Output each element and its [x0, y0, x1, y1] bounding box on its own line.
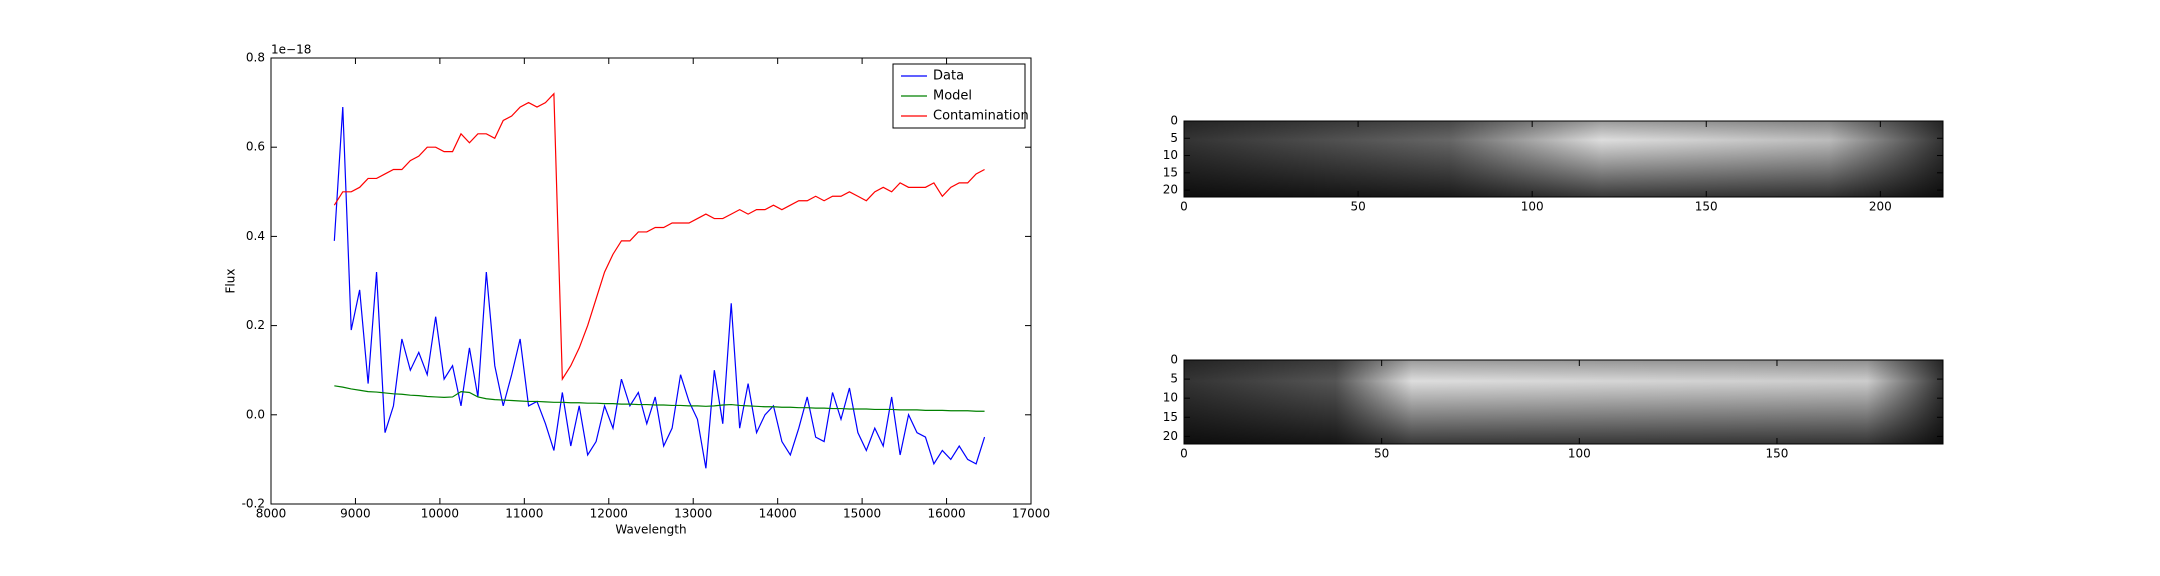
x-tick-label: 9000: [340, 507, 371, 521]
y-tick-label: 5: [1170, 131, 1178, 145]
axes-frame: [1183, 120, 1944, 198]
x-tick-label: 50: [1350, 200, 1365, 214]
y-tick-label: 15: [1163, 410, 1178, 424]
y-tick-label: 0.0: [246, 407, 265, 421]
y-axis-label: Flux: [224, 269, 238, 294]
y-tick-label: 0.6: [246, 140, 265, 154]
x-tick-label: 8000: [256, 507, 287, 521]
x-tick-label: 15000: [843, 507, 881, 521]
x-tick-label: 0: [1180, 200, 1188, 214]
x-tick-label: 17000: [1012, 507, 1050, 521]
x-tick-label: 16000: [927, 507, 965, 521]
legend-label: Contamination: [933, 109, 1029, 124]
y-tick-label: 0: [1170, 353, 1178, 367]
legend-label: Data: [933, 69, 964, 84]
x-tick-label: 14000: [759, 507, 797, 521]
series-line: [333, 92, 985, 382]
series-line: [334, 385, 985, 412]
x-tick-label: 100: [1521, 200, 1544, 214]
y-tick-label: 20: [1163, 183, 1178, 197]
x-tick-label: 10000: [421, 507, 459, 521]
y-tick-label: 0.2: [246, 318, 265, 332]
x-axis-label: Wavelength: [615, 523, 686, 537]
y-tick-label: 20: [1163, 429, 1178, 443]
x-tick-label: 12000: [590, 507, 628, 521]
y-tick-label: 0: [1170, 114, 1178, 128]
offset-text: 1e−18: [271, 43, 311, 57]
axes-frame: [1183, 359, 1944, 445]
y-tick-label: 15: [1163, 165, 1178, 179]
spectrum-shade: [1184, 121, 1943, 197]
x-tick-label: 100: [1568, 447, 1591, 461]
x-tick-label: 150: [1766, 447, 1789, 461]
y-tick-label: -0.2: [242, 497, 265, 511]
axes-frame: [270, 57, 1032, 505]
y-tick-label: 0.4: [246, 229, 265, 243]
x-tick-label: 0: [1180, 447, 1188, 461]
spectrum-shade: [1184, 360, 1943, 444]
y-tick-label: 10: [1163, 391, 1178, 405]
y-tick-label: 5: [1170, 372, 1178, 386]
x-tick-label: 11000: [505, 507, 543, 521]
x-tick-label: 50: [1374, 447, 1389, 461]
x-tick-label: 13000: [674, 507, 712, 521]
series-line: [333, 107, 986, 469]
y-tick-label: 0.8: [246, 51, 265, 65]
x-tick-label: 200: [1869, 200, 1892, 214]
y-tick-label: 10: [1163, 148, 1178, 162]
legend-label: Model: [933, 89, 972, 104]
x-tick-label: 150: [1695, 200, 1718, 214]
